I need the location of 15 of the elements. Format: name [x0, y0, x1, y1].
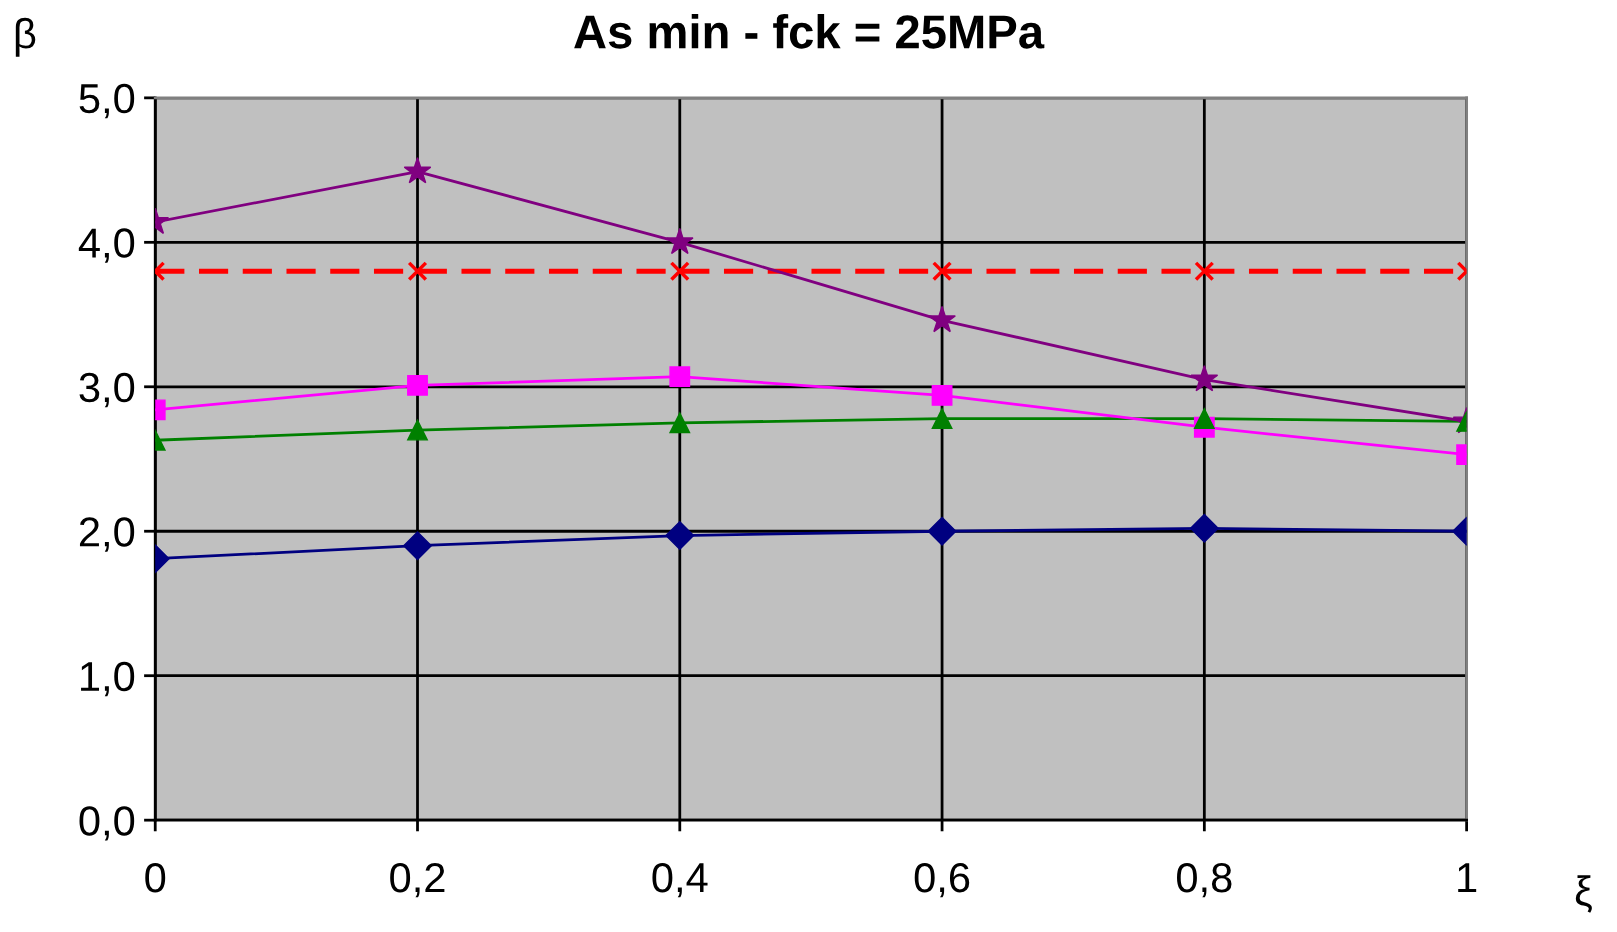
x-tick-label: 0,2 — [390, 862, 445, 898]
x-tick-label: 0 — [145, 862, 166, 893]
x-tick-label: 0,4 — [652, 862, 708, 898]
y-tick-label: 3,0 — [79, 372, 135, 408]
y-tick-label: 1,0 — [81, 661, 135, 697]
x-axis-title: ξ — [1575, 875, 1592, 913]
y-tick-label: 4,0 — [78, 228, 135, 263]
x-tick-label: 0,6 — [914, 862, 970, 898]
x-tick-label: 0,8 — [1177, 862, 1232, 898]
x-tick-label: 1 — [1458, 863, 1477, 893]
y-tick-label: 2,0 — [79, 517, 135, 552]
y-tick-label: 0,0 — [79, 806, 135, 841]
y-tick-label: 5,0 — [79, 83, 135, 119]
y-axis-title: β — [15, 17, 36, 57]
chart-title: As min - fck = 25MPa — [574, 13, 1045, 49]
